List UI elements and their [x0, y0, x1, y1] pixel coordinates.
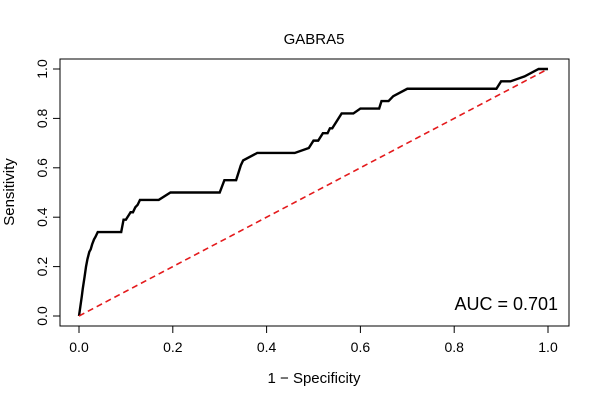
- reference-diagonal-line: [78, 68, 549, 317]
- x-tick-label: 0.4: [257, 339, 277, 355]
- y-tick-label: 0.8: [34, 108, 50, 128]
- y-tick-label: 0.2: [34, 257, 50, 277]
- chart-title: GABRA5: [284, 31, 345, 48]
- x-tick-label: 0.0: [69, 339, 89, 355]
- plot-frame: [59, 58, 570, 327]
- y-tick-label: 1.0: [34, 59, 50, 79]
- x-tick-label: 1.0: [538, 339, 558, 355]
- x-tick-label: 0.2: [163, 339, 183, 355]
- x-tick-label: 0.8: [444, 339, 464, 355]
- x-axis-ticks: 0.0 0.2 0.4 0.6 0.8 1.0: [69, 326, 558, 355]
- y-tick-label: 0.0: [34, 306, 50, 326]
- series-layer: [77, 67, 549, 317]
- auc-annotation: AUC = 0.701: [454, 294, 558, 314]
- x-axis-label: 1 − Specificity: [268, 370, 361, 387]
- y-tick-label: 0.4: [34, 207, 50, 227]
- y-tick-label: 0.6: [34, 158, 50, 178]
- roc-curve-line: [77, 67, 548, 317]
- y-axis-ticks: 0.0 0.2 0.4 0.6 0.8 1.0: [34, 59, 60, 326]
- y-axis-label: Sensitivity: [1, 158, 18, 226]
- x-tick-label: 0.6: [351, 339, 371, 355]
